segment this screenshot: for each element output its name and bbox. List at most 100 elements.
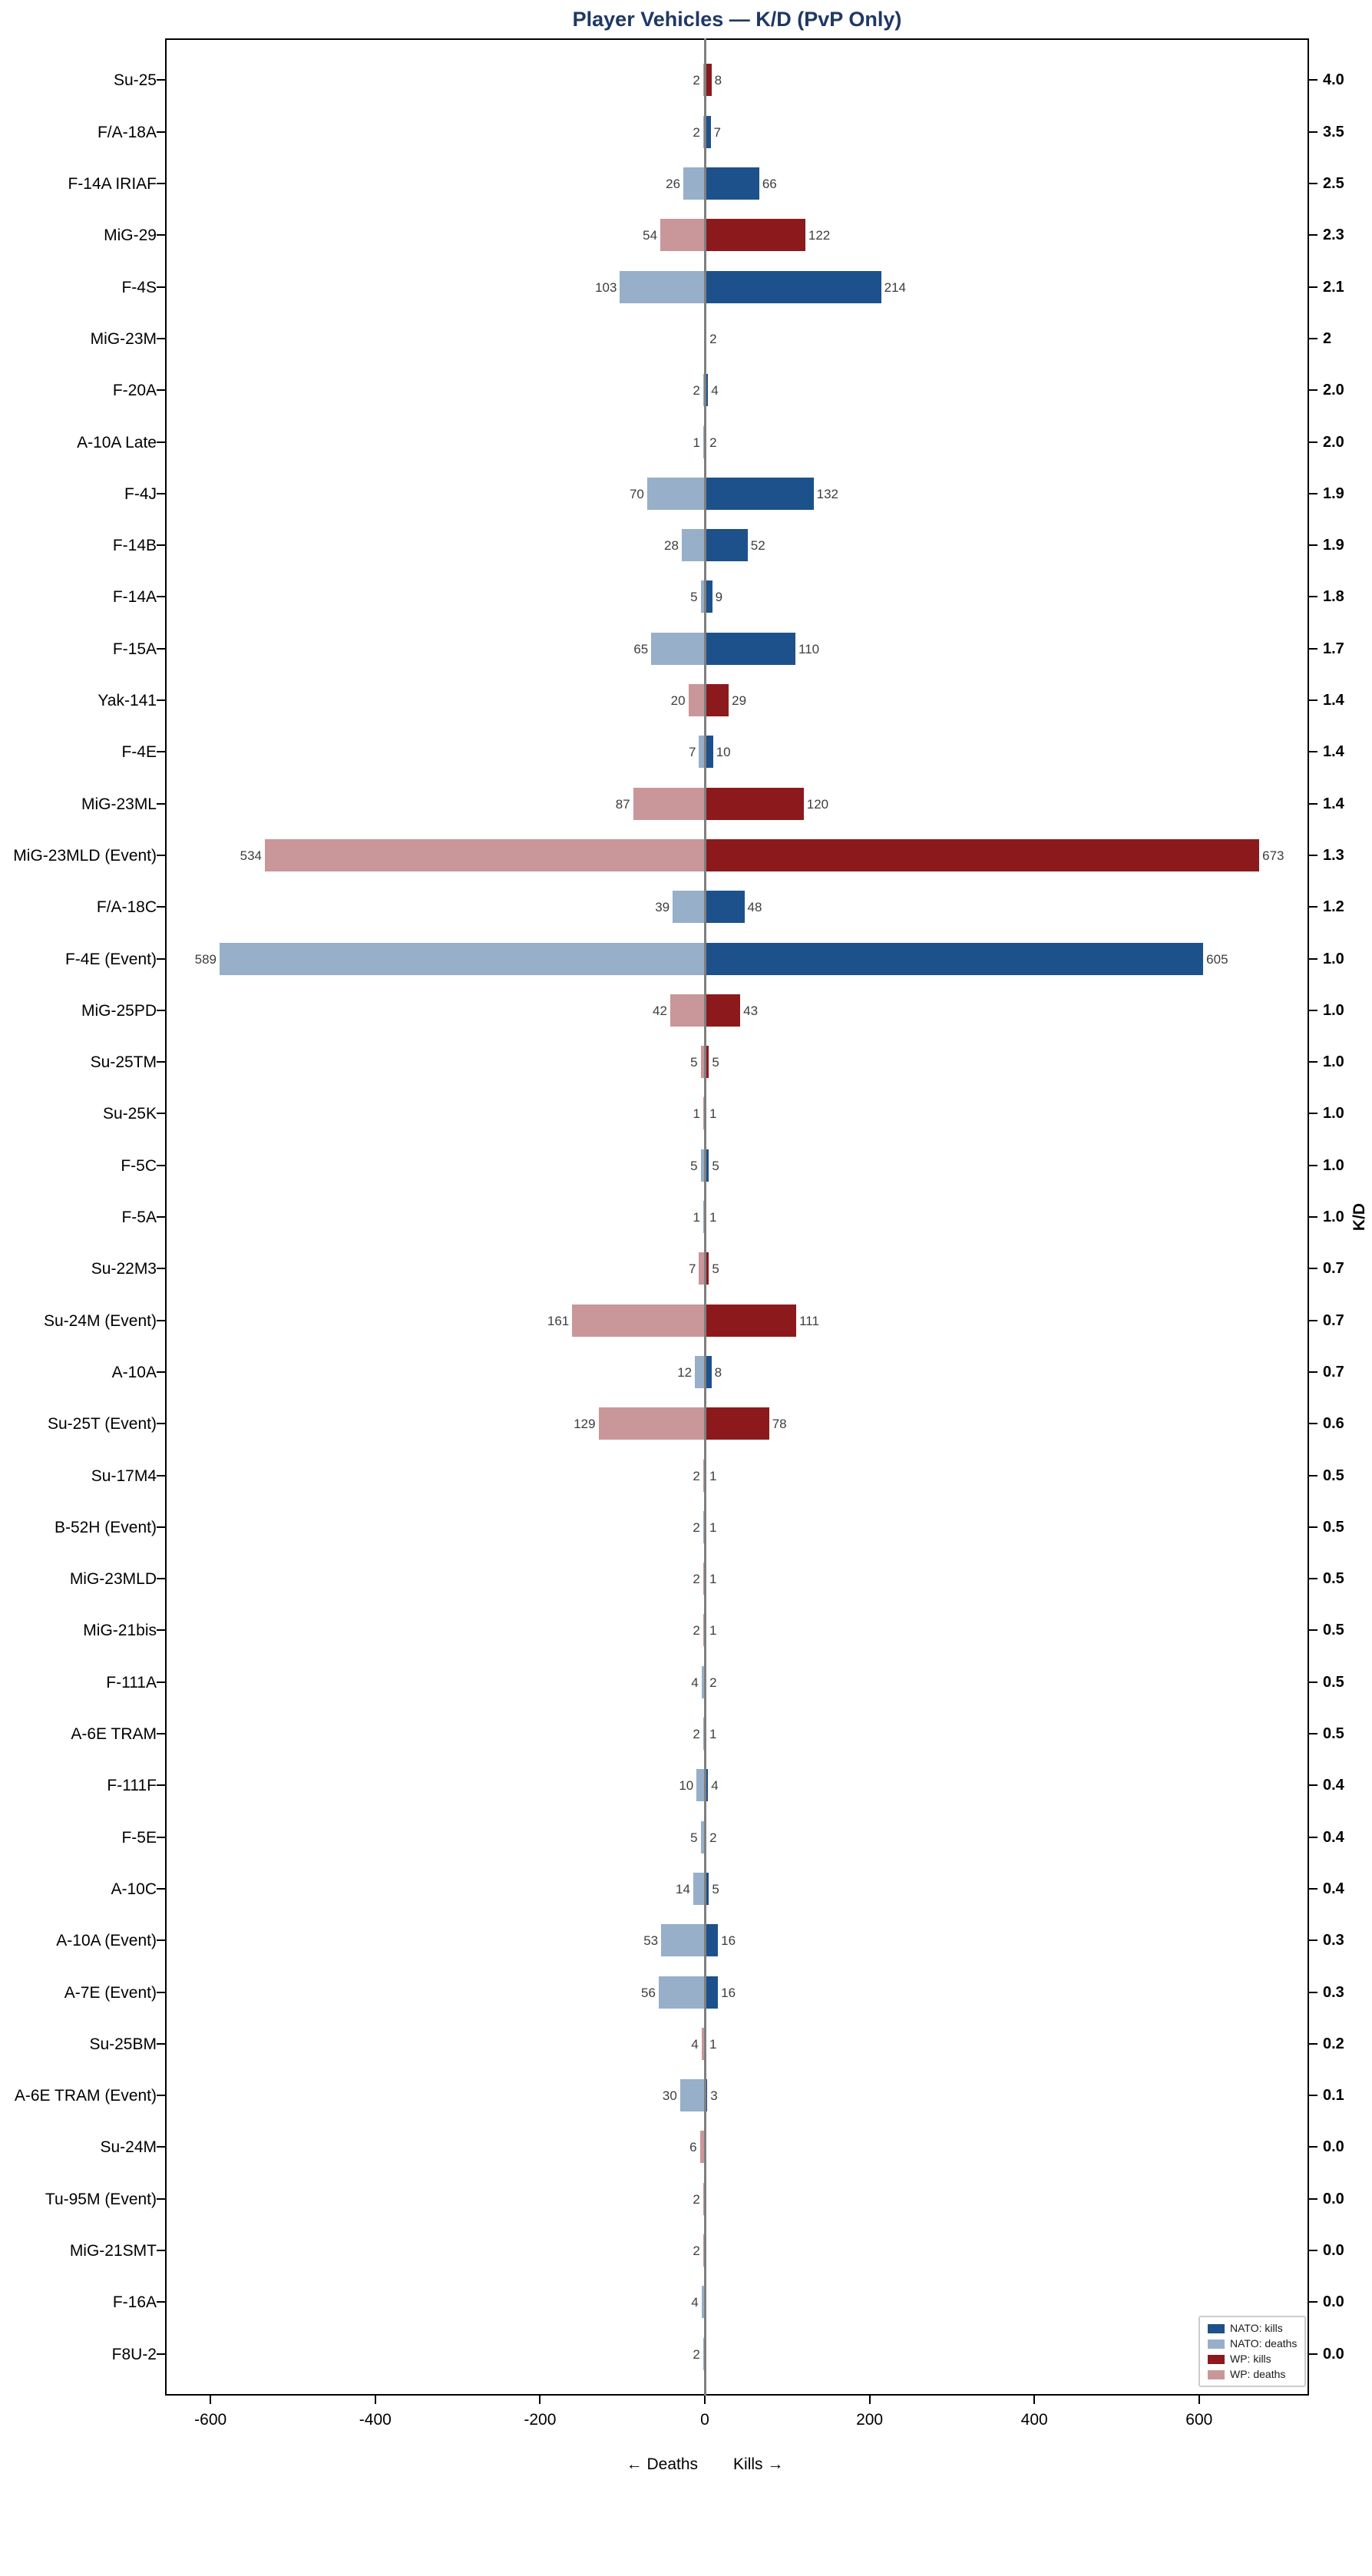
kd-tick-label: 1.9 [1323, 537, 1344, 554]
y-tick-mark [157, 957, 165, 960]
kills-value-label: 10 [716, 745, 731, 760]
kills-bar [705, 115, 711, 148]
deaths-bar [693, 1872, 705, 1905]
deaths-bar [703, 115, 705, 148]
kd-tick-label: 1.4 [1323, 795, 1344, 812]
kd-tick-label: 0.7 [1323, 1260, 1344, 1278]
deaths-bar [699, 1252, 705, 1285]
y-axis-vehicle-label: F/A-18A [97, 123, 157, 141]
kills-value-label: 2 [709, 435, 717, 450]
deaths-value-label: 161 [547, 1313, 570, 1328]
y-axis-vehicle-label: Su-24M (Event) [43, 1311, 157, 1330]
x-tick-label: -600 [194, 2411, 227, 2429]
kd-tick-label: 1.0 [1323, 1053, 1344, 1071]
x-tick-label: 0 [700, 2411, 709, 2429]
kd-tick-mark [1309, 1423, 1317, 1425]
kd-tick-label: 1.4 [1323, 743, 1344, 761]
kills-bar [705, 477, 814, 510]
y-tick-mark [157, 2301, 165, 2303]
kd-tick-mark [1309, 1991, 1317, 1993]
deaths-value-label: 2 [693, 124, 700, 140]
deaths-value-label: 2 [693, 383, 700, 398]
kd-tick-label: 1.9 [1323, 484, 1344, 502]
y-tick-mark [157, 1733, 165, 1734]
deaths-value-label: 65 [633, 641, 649, 656]
kd-tick-label: 4.0 [1323, 71, 1344, 89]
kd-tick-label: 1.0 [1323, 1105, 1344, 1123]
kd-tick-mark [1309, 2197, 1317, 2200]
kd-tick-mark [1309, 234, 1317, 236]
y-axis-vehicle-label: Su-24M [100, 2138, 157, 2157]
y-tick-mark [157, 854, 165, 856]
kills-bar [705, 167, 759, 200]
deaths-value-label: 4 [691, 2036, 699, 2052]
y-tick-mark [157, 1164, 165, 1166]
deaths-value-label: 1 [693, 1210, 700, 1225]
kd-tick-label: 0.7 [1323, 1363, 1344, 1381]
y-tick-mark [157, 2146, 165, 2148]
deaths-bar [703, 374, 705, 407]
deaths-bar [700, 1149, 705, 1182]
y-axis-vehicle-label: F-14A [112, 588, 157, 607]
x-axis-label-kills: Kills → [733, 2455, 784, 2473]
y-axis-vehicle-label: F-15A [112, 640, 157, 658]
kd-tick-mark [1309, 802, 1317, 805]
deaths-bar [598, 1407, 705, 1440]
kd-tick-label: 1.0 [1323, 1156, 1344, 1174]
deaths-value-label: 5 [690, 590, 698, 605]
deaths-value-label: 2 [693, 1519, 700, 1535]
kills-value-label: 5 [712, 1055, 719, 1070]
deaths-value-label: 87 [615, 796, 630, 812]
y-axis-vehicle-label: F-4E (Event) [64, 950, 157, 968]
legend-item: NATO: kills [1208, 2323, 1297, 2334]
y-axis-vehicle-label: A-7E (Event) [64, 1983, 157, 2002]
deaths-value-label: 2 [693, 1623, 700, 1639]
y-axis-vehicle-label: F-5A [121, 1209, 157, 1226]
kd-tick-label: 2.5 [1323, 175, 1344, 192]
y-tick-mark [157, 647, 165, 650]
kills-value-label: 1 [709, 2036, 717, 2052]
kd-tick-label: 0.3 [1323, 1932, 1344, 1949]
y-axis-vehicle-label: B-52H (Event) [54, 1518, 157, 1536]
y-tick-mark [157, 131, 165, 133]
kd-tick-label: 0.5 [1323, 1725, 1344, 1742]
y-axis-vehicle-label: Su-25BM [89, 2035, 157, 2053]
kd-tick-mark [1309, 441, 1317, 443]
y-axis-vehicle-label: MiG-25PD [81, 1001, 157, 1020]
kd-tick-mark [1309, 2250, 1317, 2251]
kd-tick-label: 2.1 [1323, 278, 1344, 296]
kd-tick-mark [1309, 1526, 1317, 1528]
deaths-bar [673, 891, 705, 924]
kd-tick-mark [1309, 1268, 1317, 1270]
kills-value-label: 1 [709, 1727, 717, 1741]
y-axis-vehicle-label: MiG-23MLD (Event) [13, 846, 157, 865]
deaths-value-label: 2 [693, 2244, 700, 2258]
kd-tick-mark [1309, 596, 1317, 598]
kills-bar [705, 994, 741, 1027]
y-axis-vehicle-label: F-20A [112, 382, 157, 400]
y-tick-mark [157, 1009, 165, 1011]
kills-value-label: 5 [712, 1158, 719, 1173]
deaths-value-label: 1 [693, 435, 700, 450]
legend-item-label: WP: deaths [1230, 2368, 1286, 2380]
kills-value-label: 48 [747, 900, 762, 915]
kd-tick-mark [1309, 1009, 1317, 1011]
kd-tick-mark [1309, 854, 1317, 856]
kills-value-label: 2 [709, 1675, 717, 1690]
deaths-value-label: 2 [693, 1727, 700, 1741]
kills-value-label: 2 [709, 331, 717, 346]
kills-value-label: 8 [714, 1364, 722, 1380]
deaths-value-label: 42 [653, 1003, 667, 1018]
deaths-value-label: 10 [679, 1778, 694, 1794]
deaths-bar [695, 1355, 705, 1388]
kd-tick-label: 0.5 [1323, 1467, 1344, 1484]
legend-swatch-icon [1208, 2339, 1225, 2349]
kills-value-label: 605 [1206, 951, 1228, 967]
y-axis-vehicle-label: A-10A Late [77, 433, 157, 451]
deaths-bar [703, 2182, 705, 2215]
kills-value-label: 78 [772, 1417, 787, 1432]
y-axis-vehicle-label: A-10A [111, 1363, 157, 1381]
deaths-bar [646, 477, 705, 510]
y-tick-mark [157, 2353, 165, 2355]
kills-value-label: 5 [712, 1881, 719, 1896]
